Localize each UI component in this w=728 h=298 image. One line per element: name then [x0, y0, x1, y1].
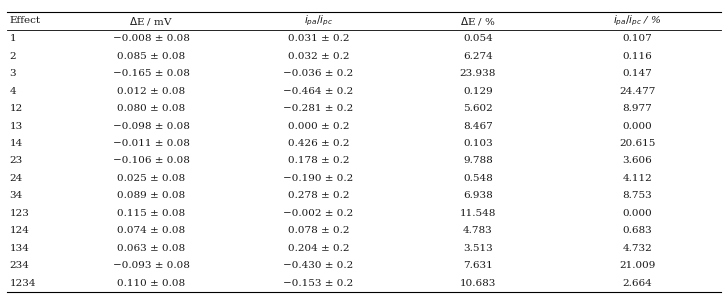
Text: 0.085 ± 0.08: 0.085 ± 0.08 [117, 52, 186, 61]
Text: 23: 23 [9, 156, 23, 165]
Text: 23.938: 23.938 [459, 69, 496, 78]
Text: 4: 4 [9, 87, 16, 96]
Text: 4.783: 4.783 [463, 226, 493, 235]
Text: −0.036 ± 0.2: −0.036 ± 0.2 [283, 69, 354, 78]
Text: 0.012 ± 0.08: 0.012 ± 0.08 [117, 87, 186, 96]
Text: 5.602: 5.602 [463, 104, 493, 113]
Text: 234: 234 [9, 261, 29, 270]
Text: −0.165 ± 0.08: −0.165 ± 0.08 [113, 69, 190, 78]
Text: 12: 12 [9, 104, 23, 113]
Text: 0.000: 0.000 [622, 122, 652, 131]
Text: 24: 24 [9, 174, 23, 183]
Text: 14: 14 [9, 139, 23, 148]
Text: 3.606: 3.606 [622, 156, 652, 165]
Text: 0.025 ± 0.08: 0.025 ± 0.08 [117, 174, 186, 183]
Text: 10.683: 10.683 [459, 279, 496, 288]
Text: Effect: Effect [9, 16, 41, 25]
Text: 0.548: 0.548 [463, 174, 493, 183]
Text: 6.938: 6.938 [463, 191, 493, 201]
Text: 0.115 ± 0.08: 0.115 ± 0.08 [117, 209, 186, 218]
Text: $i_{pa}/i_{pc}$: $i_{pa}/i_{pc}$ [304, 14, 333, 28]
Text: 0.278 ± 0.2: 0.278 ± 0.2 [288, 191, 349, 201]
Text: $\Delta$E / %: $\Delta$E / % [460, 15, 496, 27]
Text: 0.000 ± 0.2: 0.000 ± 0.2 [288, 122, 349, 131]
Text: 0.054: 0.054 [463, 34, 493, 43]
Text: −0.106 ± 0.08: −0.106 ± 0.08 [113, 156, 190, 165]
Text: 1: 1 [9, 34, 16, 43]
Text: −0.430 ± 0.2: −0.430 ± 0.2 [283, 261, 354, 270]
Text: 8.753: 8.753 [622, 191, 652, 201]
Text: −0.093 ± 0.08: −0.093 ± 0.08 [113, 261, 190, 270]
Text: 0.031 ± 0.2: 0.031 ± 0.2 [288, 34, 349, 43]
Text: 9.788: 9.788 [463, 156, 493, 165]
Text: $i_{pa}/i_{pc}$ / %: $i_{pa}/i_{pc}$ / % [613, 14, 662, 28]
Text: −0.464 ± 0.2: −0.464 ± 0.2 [283, 87, 354, 96]
Text: 0.078 ± 0.2: 0.078 ± 0.2 [288, 226, 349, 235]
Text: 34: 34 [9, 191, 23, 201]
Text: 0.000: 0.000 [622, 209, 652, 218]
Text: −0.011 ± 0.08: −0.011 ± 0.08 [113, 139, 190, 148]
Text: 0.110 ± 0.08: 0.110 ± 0.08 [117, 279, 186, 288]
Text: 0.103: 0.103 [463, 139, 493, 148]
Text: 7.631: 7.631 [463, 261, 493, 270]
Text: −0.190 ± 0.2: −0.190 ± 0.2 [283, 174, 354, 183]
Text: 0.063 ± 0.08: 0.063 ± 0.08 [117, 244, 186, 253]
Text: 2.664: 2.664 [622, 279, 652, 288]
Text: 8.467: 8.467 [463, 122, 493, 131]
Text: 0.204 ± 0.2: 0.204 ± 0.2 [288, 244, 349, 253]
Text: 24.477: 24.477 [619, 87, 655, 96]
Text: 3: 3 [9, 69, 16, 78]
Text: 20.615: 20.615 [619, 139, 655, 148]
Text: 0.089 ± 0.08: 0.089 ± 0.08 [117, 191, 186, 201]
Text: 4.112: 4.112 [622, 174, 652, 183]
Text: −0.008 ± 0.08: −0.008 ± 0.08 [113, 34, 190, 43]
Text: 123: 123 [9, 209, 29, 218]
Text: 0.129: 0.129 [463, 87, 493, 96]
Text: 0.032 ± 0.2: 0.032 ± 0.2 [288, 52, 349, 61]
Text: −0.281 ± 0.2: −0.281 ± 0.2 [283, 104, 354, 113]
Text: $\Delta$E / mV: $\Delta$E / mV [130, 15, 173, 27]
Text: 1234: 1234 [9, 279, 36, 288]
Text: 11.548: 11.548 [459, 209, 496, 218]
Text: 134: 134 [9, 244, 29, 253]
Text: 0.074 ± 0.08: 0.074 ± 0.08 [117, 226, 186, 235]
Text: 8.977: 8.977 [622, 104, 652, 113]
Text: 21.009: 21.009 [619, 261, 655, 270]
Text: −0.153 ± 0.2: −0.153 ± 0.2 [283, 279, 354, 288]
Text: −0.002 ± 0.2: −0.002 ± 0.2 [283, 209, 354, 218]
Text: 2: 2 [9, 52, 16, 61]
Text: 3.513: 3.513 [463, 244, 493, 253]
Text: 13: 13 [9, 122, 23, 131]
Text: 124: 124 [9, 226, 29, 235]
Text: 0.683: 0.683 [622, 226, 652, 235]
Text: 0.426 ± 0.2: 0.426 ± 0.2 [288, 139, 349, 148]
Text: 0.116: 0.116 [622, 52, 652, 61]
Text: 4.732: 4.732 [622, 244, 652, 253]
Text: −0.098 ± 0.08: −0.098 ± 0.08 [113, 122, 190, 131]
Text: 0.147: 0.147 [622, 69, 652, 78]
Text: 6.274: 6.274 [463, 52, 493, 61]
Text: 0.107: 0.107 [622, 34, 652, 43]
Text: 0.080 ± 0.08: 0.080 ± 0.08 [117, 104, 186, 113]
Text: 0.178 ± 0.2: 0.178 ± 0.2 [288, 156, 349, 165]
